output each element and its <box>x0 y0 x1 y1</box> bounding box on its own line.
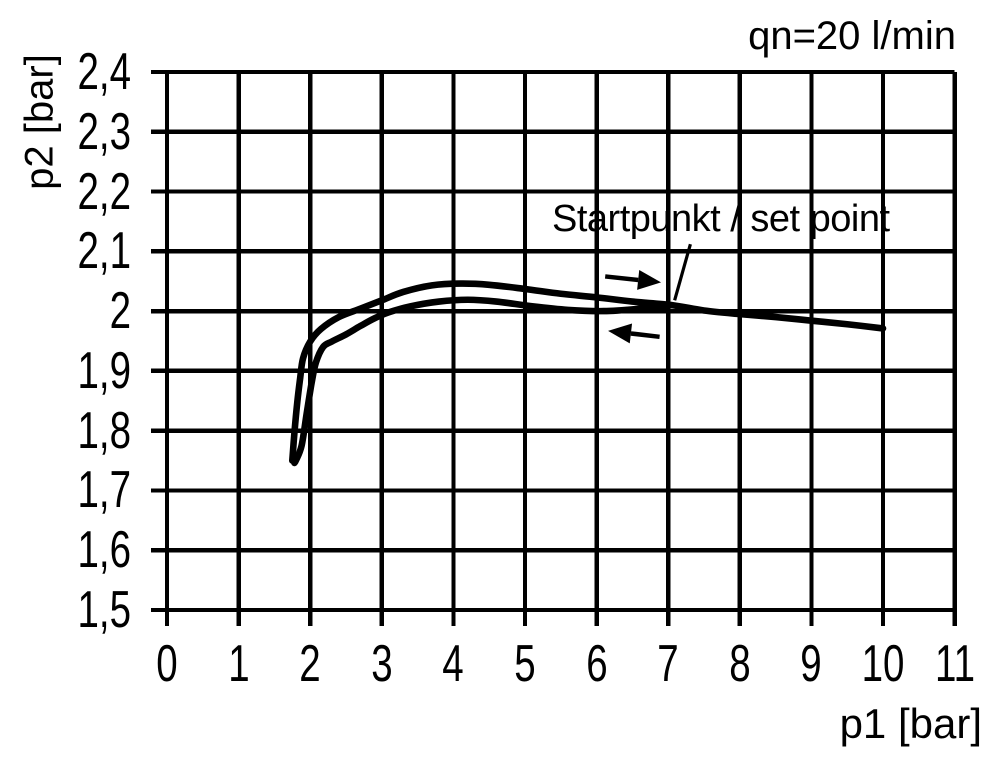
y-tick-label: 2,1 <box>77 222 131 281</box>
y-tick-label: 2,4 <box>77 42 131 101</box>
chart-title: qn=20 l/min <box>748 14 956 58</box>
y-tick-label: 1,8 <box>77 401 131 460</box>
x-tick-label: 8 <box>729 635 751 693</box>
y-tick-label: 2,3 <box>77 102 131 161</box>
right-direction-arrow <box>604 270 662 290</box>
grid <box>151 69 957 626</box>
x-tick-label: 11 <box>934 635 975 693</box>
set-point-annotation-label: Startpunkt / set point <box>552 198 890 240</box>
curve-decreasing <box>291 296 676 467</box>
x-tick-label: 6 <box>585 635 608 693</box>
set-point-leader-line <box>673 243 692 301</box>
x-tick-label: 1 <box>227 635 250 693</box>
y-tick-label: 1,9 <box>77 341 131 400</box>
left-direction-arrow <box>608 323 660 344</box>
y-tick-label: 2 <box>109 282 131 341</box>
x-tick-label: 10 <box>861 635 905 693</box>
x-tick-label: 4 <box>442 635 465 693</box>
x-tick-label: 9 <box>800 635 823 693</box>
curve-increasing <box>289 280 887 464</box>
y-tick-label: 1,7 <box>77 461 131 520</box>
x-tick-label: 7 <box>657 635 679 693</box>
x-tick-label: 3 <box>371 635 393 693</box>
y-tick-label: 1,6 <box>77 521 131 580</box>
x-tick-label: 2 <box>299 635 321 693</box>
x-axis-title: p1 [bar] <box>839 700 982 747</box>
y-tick-label: 2,2 <box>77 162 131 221</box>
y-tick-label: 1,5 <box>77 581 131 639</box>
x-tick-label: 0 <box>156 635 178 693</box>
x-tick-label: 5 <box>514 635 536 693</box>
